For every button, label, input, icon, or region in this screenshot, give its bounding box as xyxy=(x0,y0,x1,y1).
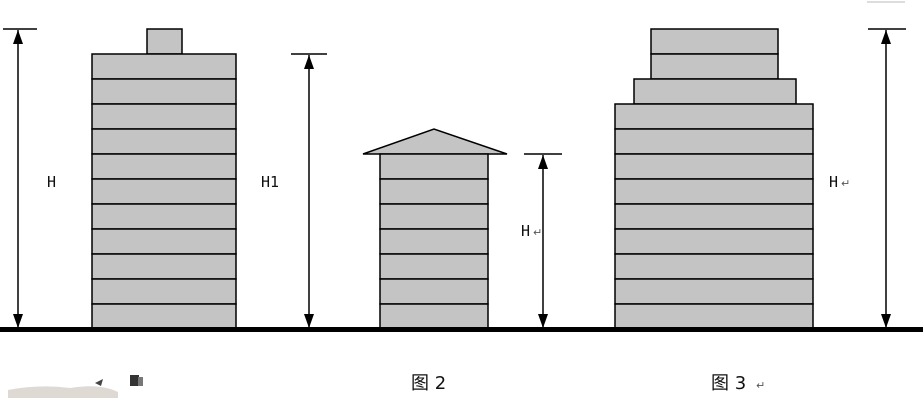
label-h-building-1: H xyxy=(47,173,56,191)
building-1-floors xyxy=(91,53,237,329)
building-1 xyxy=(91,28,237,329)
building-1-roof-block xyxy=(146,28,183,55)
return-mark-icon: ↵ xyxy=(841,177,850,190)
building-2-floors xyxy=(379,153,489,329)
label-h-figure-3: H xyxy=(829,173,838,191)
floor xyxy=(614,178,814,205)
arrow-down-icon xyxy=(881,314,891,328)
floor xyxy=(91,78,237,105)
floor xyxy=(91,278,237,305)
floor xyxy=(379,178,489,205)
floor xyxy=(91,53,237,80)
floor xyxy=(379,228,489,255)
floor xyxy=(91,103,237,130)
caption-figure-2: 图 2 xyxy=(411,373,446,394)
ground-line xyxy=(0,327,923,332)
arrow-down-icon xyxy=(538,314,548,328)
arrow-up-icon xyxy=(881,30,891,44)
floor xyxy=(614,303,814,329)
floor xyxy=(614,153,814,180)
scan-artifact xyxy=(8,375,143,398)
floor xyxy=(91,203,237,230)
caption-figure-3: 图 3 xyxy=(711,373,746,394)
label-h-figure-2: H xyxy=(521,222,530,240)
building-2 xyxy=(362,128,508,329)
floor xyxy=(379,253,489,280)
floor xyxy=(379,153,489,180)
label-h1: H1 xyxy=(261,173,279,191)
arrow-up-icon xyxy=(13,30,23,44)
floor xyxy=(650,53,779,80)
floor xyxy=(91,228,237,255)
floor xyxy=(614,253,814,280)
building-3 xyxy=(614,28,814,329)
return-mark-icon: ↵ xyxy=(756,379,765,392)
floor xyxy=(633,78,797,105)
floor xyxy=(379,278,489,305)
building-2-pitched-roof xyxy=(362,128,508,155)
floor xyxy=(650,28,779,55)
arrow-up-icon xyxy=(304,55,314,69)
dimension-h-figure-2: H ↵ xyxy=(521,153,562,328)
floor xyxy=(91,303,237,329)
floor xyxy=(91,128,237,155)
floor xyxy=(379,203,489,230)
building-3-floors xyxy=(614,28,814,329)
floor xyxy=(91,178,237,205)
floor xyxy=(91,253,237,280)
floor xyxy=(614,203,814,230)
arrow-up-icon xyxy=(538,155,548,169)
arrow-down-icon xyxy=(13,314,23,328)
arrow-down-icon xyxy=(304,314,314,328)
return-mark-icon: ↵ xyxy=(533,226,542,239)
floor xyxy=(91,153,237,180)
floor xyxy=(379,303,489,329)
floor xyxy=(614,228,814,255)
floor xyxy=(614,103,814,130)
floor xyxy=(614,128,814,155)
floor xyxy=(614,278,814,305)
dimension-h-building-1: H xyxy=(3,28,56,328)
dimension-h-figure-3: H ↵ xyxy=(829,28,906,328)
dimension-h1: H1 xyxy=(261,53,327,328)
